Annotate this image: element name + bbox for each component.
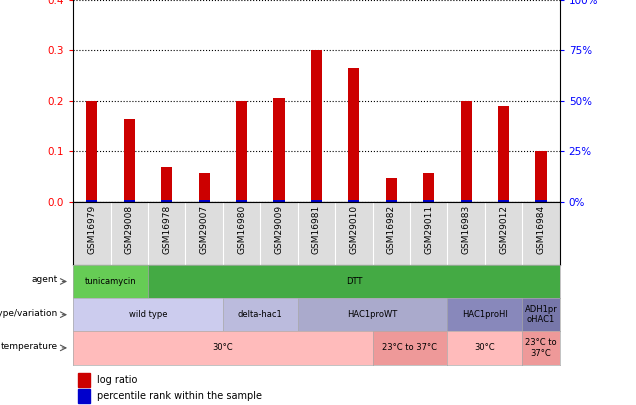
Bar xyxy=(423,173,434,202)
Bar xyxy=(349,200,359,202)
Text: GSM29009: GSM29009 xyxy=(275,205,284,254)
Bar xyxy=(161,200,172,202)
Text: temperature: temperature xyxy=(0,342,57,351)
Text: GSM29008: GSM29008 xyxy=(125,205,134,254)
Text: ADH1pr
oHAC1: ADH1pr oHAC1 xyxy=(525,305,557,324)
Text: GSM16984: GSM16984 xyxy=(537,205,546,254)
Bar xyxy=(385,178,397,202)
Text: agent: agent xyxy=(31,275,57,284)
Bar xyxy=(161,167,172,202)
Text: GSM16981: GSM16981 xyxy=(312,205,321,254)
Bar xyxy=(198,200,210,202)
Bar xyxy=(198,173,210,202)
Text: percentile rank within the sample: percentile rank within the sample xyxy=(97,391,263,401)
Bar xyxy=(273,200,284,202)
Text: HAC1proHI: HAC1proHI xyxy=(462,310,508,319)
Text: 23°C to 37°C: 23°C to 37°C xyxy=(382,343,438,352)
Bar xyxy=(78,389,90,403)
Bar xyxy=(311,200,322,202)
Bar xyxy=(78,373,90,387)
Text: GSM29012: GSM29012 xyxy=(499,205,508,254)
Text: DTT: DTT xyxy=(345,277,362,286)
Text: 30°C: 30°C xyxy=(474,343,495,352)
Bar xyxy=(423,200,434,202)
Bar xyxy=(536,200,546,202)
Bar xyxy=(460,101,472,202)
Bar xyxy=(123,200,135,202)
Bar xyxy=(460,200,472,202)
Bar xyxy=(86,101,97,202)
Bar xyxy=(236,101,247,202)
Text: 30°C: 30°C xyxy=(212,343,233,352)
Text: HAC1proWT: HAC1proWT xyxy=(347,310,398,319)
Text: GSM29007: GSM29007 xyxy=(200,205,209,254)
Bar xyxy=(273,98,284,202)
Bar xyxy=(498,200,509,202)
Bar xyxy=(123,119,135,202)
Bar xyxy=(236,200,247,202)
Text: GSM16979: GSM16979 xyxy=(87,205,96,254)
Text: wild type: wild type xyxy=(128,310,167,319)
Text: GSM16982: GSM16982 xyxy=(387,205,396,254)
Bar xyxy=(311,50,322,202)
Bar xyxy=(536,151,546,202)
Bar xyxy=(349,68,359,202)
Text: GSM29011: GSM29011 xyxy=(424,205,433,254)
Text: log ratio: log ratio xyxy=(97,375,138,385)
Text: 23°C to
37°C: 23°C to 37°C xyxy=(525,338,556,358)
Text: tunicamycin: tunicamycin xyxy=(85,277,136,286)
Text: genotype/variation: genotype/variation xyxy=(0,309,57,318)
Bar xyxy=(385,200,397,202)
Bar xyxy=(86,200,97,202)
Text: delta-hac1: delta-hac1 xyxy=(238,310,282,319)
Text: GSM16983: GSM16983 xyxy=(462,205,471,254)
Text: GSM16978: GSM16978 xyxy=(162,205,171,254)
Text: GSM29010: GSM29010 xyxy=(349,205,358,254)
Text: GSM16980: GSM16980 xyxy=(237,205,246,254)
Bar xyxy=(498,106,509,202)
